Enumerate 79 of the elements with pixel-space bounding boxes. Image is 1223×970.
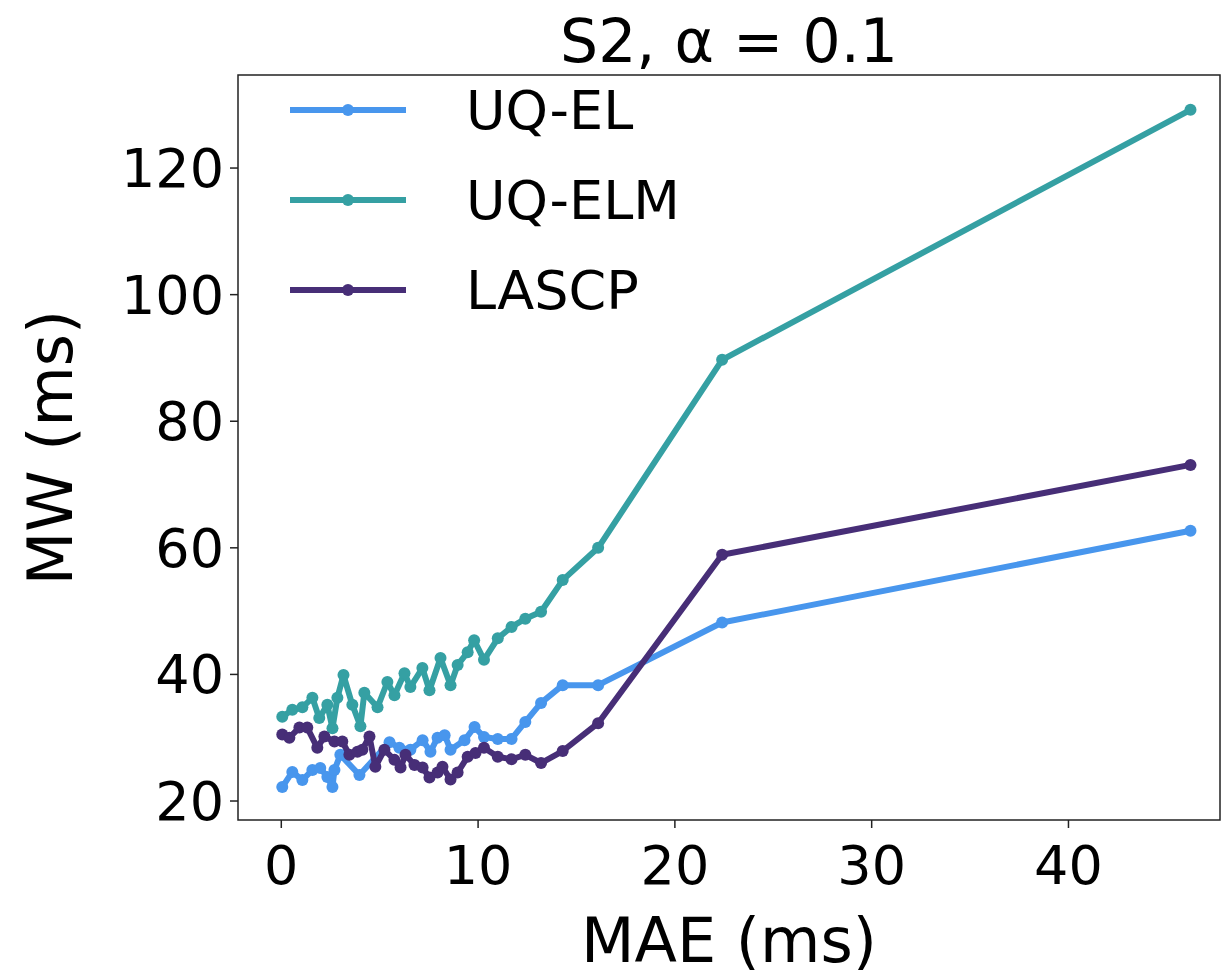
point <box>505 620 518 633</box>
point <box>519 612 532 625</box>
point <box>491 632 504 645</box>
point <box>535 757 548 770</box>
point <box>519 715 532 728</box>
point <box>306 691 319 704</box>
point <box>451 658 464 671</box>
point <box>358 686 371 699</box>
y-tick-label: 100 <box>120 263 224 327</box>
chart-title: S2, α = 0.1 <box>560 6 898 76</box>
point <box>592 717 605 730</box>
point <box>556 679 569 692</box>
x-tick-label: 20 <box>640 834 710 897</box>
point <box>461 646 474 659</box>
point <box>716 353 729 366</box>
point <box>556 574 569 587</box>
legend-label: LASCP <box>466 258 639 322</box>
point <box>535 696 548 709</box>
point <box>592 541 605 554</box>
point <box>283 731 296 744</box>
point <box>326 722 339 735</box>
point <box>424 745 437 758</box>
point <box>318 730 331 743</box>
point <box>491 732 504 745</box>
point <box>592 679 605 692</box>
point <box>477 741 490 754</box>
point <box>716 548 729 561</box>
x-tick-label: 40 <box>1034 834 1103 897</box>
point <box>311 741 324 754</box>
point <box>458 734 471 747</box>
point <box>296 774 309 787</box>
point <box>296 701 309 714</box>
point <box>1184 458 1197 471</box>
x-axis-title: MAE (ms) <box>581 904 877 970</box>
point <box>1184 103 1197 116</box>
point <box>468 720 481 733</box>
point <box>491 750 504 763</box>
point <box>505 753 518 766</box>
point <box>556 745 569 758</box>
point <box>354 720 367 733</box>
point <box>399 748 412 761</box>
point <box>313 712 326 725</box>
point <box>276 710 289 723</box>
point <box>331 691 344 704</box>
point <box>451 766 464 779</box>
point <box>378 743 391 756</box>
x-tick-label: 10 <box>443 834 513 897</box>
point <box>444 743 457 756</box>
y-tick-label: 20 <box>155 769 224 833</box>
x-tick-label: 30 <box>837 834 907 897</box>
point <box>505 732 518 745</box>
point <box>356 743 369 756</box>
point <box>276 781 289 794</box>
point <box>314 762 327 775</box>
point <box>416 734 429 747</box>
point <box>328 764 341 776</box>
point <box>477 653 490 666</box>
y-tick-label: 60 <box>155 516 224 580</box>
point <box>438 729 451 742</box>
point <box>519 748 532 761</box>
point <box>353 769 366 782</box>
legend-label: UQ-EL <box>466 78 634 142</box>
y-tick-label: 120 <box>120 136 224 200</box>
y-axis-title: MW (ms) <box>14 309 87 586</box>
point <box>416 761 429 774</box>
y-tick-label: 40 <box>155 643 224 707</box>
point <box>477 731 490 744</box>
point <box>326 781 339 794</box>
point <box>716 616 729 629</box>
x-tick-label: 0 <box>264 834 299 897</box>
y-tick-label: 80 <box>155 390 224 454</box>
point <box>535 605 548 618</box>
point <box>286 703 299 716</box>
legend-label: UQ-ELM <box>466 168 680 232</box>
point <box>321 698 334 711</box>
point <box>286 765 299 778</box>
point <box>371 701 384 714</box>
point <box>1184 524 1197 537</box>
point <box>346 698 359 711</box>
